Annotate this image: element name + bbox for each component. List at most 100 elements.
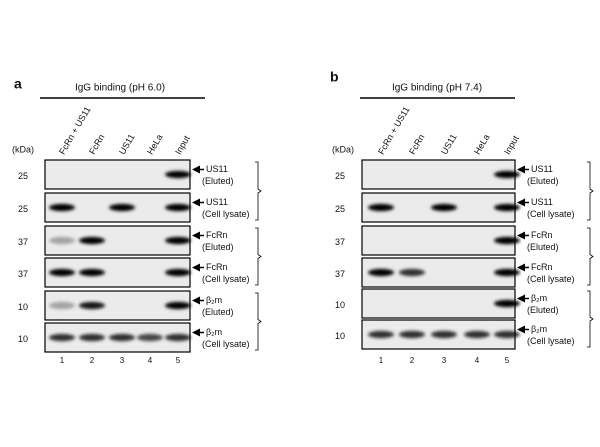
kda-marker: 37	[335, 237, 345, 247]
bracket	[587, 161, 594, 221]
row-sublabel: (Eluted)	[527, 176, 559, 186]
bracket	[587, 227, 594, 286]
arrow	[192, 231, 200, 240]
row-sublabel: (Eluted)	[202, 242, 234, 252]
lane-number: 5	[505, 356, 510, 365]
blot-background	[362, 289, 515, 318]
band	[165, 333, 191, 342]
row-label: FcRn	[206, 230, 228, 240]
band	[49, 236, 75, 245]
arrow	[192, 328, 200, 337]
blot-frame	[44, 192, 191, 223]
row-label: β₂m	[206, 295, 222, 305]
kda-marker: 10	[335, 331, 345, 341]
lane-number: 3	[442, 356, 447, 365]
blot-frame	[361, 319, 516, 350]
blot-frame	[44, 322, 191, 353]
kda-marker: 25	[335, 171, 345, 181]
blot-frame	[361, 159, 516, 190]
arrow	[517, 263, 525, 272]
band	[109, 203, 135, 212]
band	[494, 170, 520, 179]
row-label: FcRn	[531, 230, 553, 240]
blot-frame	[361, 225, 516, 256]
arrow	[517, 165, 525, 174]
lane-number: 1	[379, 356, 384, 365]
band	[165, 203, 191, 212]
blot-frame	[361, 288, 516, 319]
row-sublabel: (Eluted)	[202, 307, 234, 317]
band	[494, 203, 520, 212]
arrow	[192, 198, 200, 207]
row-label: US11	[206, 164, 228, 174]
band	[368, 268, 394, 277]
bracket	[255, 227, 262, 286]
row-sublabel: (Eluted)	[527, 242, 559, 252]
band	[165, 170, 191, 179]
row-sublabel: (Eluted)	[202, 176, 234, 186]
bracket	[255, 292, 262, 351]
row-label: FcRn	[531, 262, 553, 272]
band	[137, 333, 163, 342]
band	[165, 268, 191, 277]
band	[49, 333, 75, 342]
band	[494, 330, 520, 339]
blot-frame	[44, 225, 191, 256]
panel-title: IgG binding (pH 6.0)	[75, 83, 165, 94]
arrow	[517, 294, 525, 303]
blot-frame	[44, 159, 191, 190]
band	[49, 301, 75, 310]
kda-label: (kDa)	[12, 144, 34, 154]
bracket	[587, 290, 594, 348]
band	[109, 333, 135, 342]
band	[368, 203, 394, 212]
row-sublabel: (Cell lysate)	[527, 209, 575, 219]
row-label: β₂m	[531, 293, 547, 303]
arrow	[517, 198, 525, 207]
blot-frame	[361, 192, 516, 223]
blot-background	[362, 226, 515, 255]
row-sublabel: (Cell lysate)	[202, 209, 250, 219]
band	[165, 236, 191, 245]
row-sublabel: (Cell lysate)	[527, 274, 575, 284]
lane-number: 4	[148, 356, 153, 365]
band	[79, 333, 105, 342]
row-label: β₂m	[206, 327, 222, 337]
band	[431, 203, 457, 212]
panel-label: a	[14, 76, 22, 92]
row-sublabel: (Cell lysate)	[527, 336, 575, 346]
lane-number: 2	[90, 356, 95, 365]
kda-marker: 10	[18, 302, 28, 312]
band	[494, 299, 520, 308]
lane-number: 5	[176, 356, 181, 365]
kda-marker: 37	[335, 269, 345, 279]
lane-number: 2	[410, 356, 415, 365]
blot-frame	[44, 290, 191, 321]
band	[49, 268, 75, 277]
panel-title: IgG binding (pH 7.4)	[392, 83, 482, 94]
kda-marker: 37	[18, 269, 28, 279]
kda-marker: 25	[18, 171, 28, 181]
blot-background	[362, 160, 515, 189]
row-sublabel: (Cell lysate)	[202, 274, 250, 284]
blot-frame	[361, 257, 516, 288]
arrow	[192, 296, 200, 305]
band	[165, 301, 191, 310]
row-label: US11	[531, 197, 553, 207]
kda-marker: 10	[18, 334, 28, 344]
blot-frame	[44, 257, 191, 288]
lane-number: 3	[120, 356, 125, 365]
row-sublabel: (Cell lysate)	[202, 339, 250, 349]
panel-label: b	[330, 69, 339, 85]
lane-number: 1	[60, 356, 65, 365]
kda-label: (kDa)	[332, 144, 354, 154]
band	[399, 330, 425, 339]
row-label: β₂m	[531, 324, 547, 334]
row-label: FcRn	[206, 262, 228, 272]
bracket	[255, 161, 262, 221]
lane-number: 4	[475, 356, 480, 365]
band	[494, 268, 520, 277]
band	[399, 268, 425, 277]
